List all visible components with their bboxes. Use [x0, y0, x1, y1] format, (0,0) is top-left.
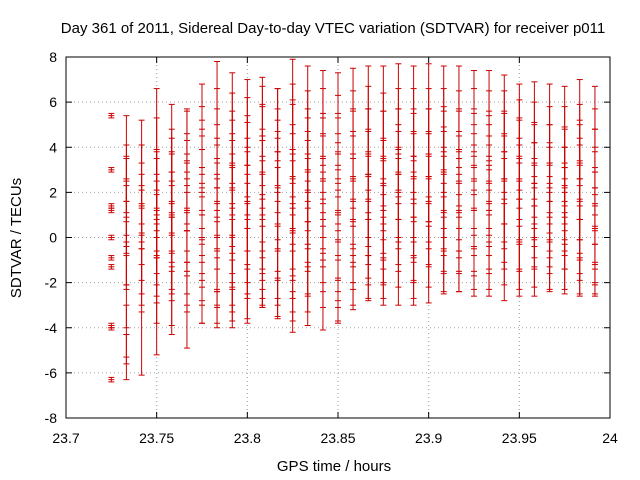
error-bar-point [138, 248, 145, 376]
error-bar-point [108, 324, 115, 331]
y-axis-label: SDTVAR / TECUs [8, 178, 25, 298]
error-bar-point [108, 234, 115, 241]
error-bar-point [455, 250, 462, 293]
error-bar-point [199, 286, 205, 324]
x-axis-label: GPS time / hours [277, 458, 391, 475]
x-tick-label: 23.75 [139, 430, 174, 446]
error-bar-point [108, 203, 115, 209]
x-tick-label: 23.9 [415, 430, 442, 446]
error-bar-point [244, 264, 251, 324]
error-bar-point [380, 259, 387, 306]
error-bar-point [274, 277, 281, 320]
error-bar-point [259, 288, 266, 308]
error-bar-point [516, 241, 523, 297]
error-bar-point [108, 376, 115, 383]
error-bar-point [319, 252, 326, 331]
error-bar-point [501, 223, 508, 302]
error-bar-point [395, 237, 402, 306]
error-bar-point [410, 255, 417, 306]
y-tick-label: -6 [45, 365, 58, 381]
y-tick-label: -4 [45, 320, 58, 336]
error-bar-point [304, 261, 311, 326]
error-bar-point [335, 291, 341, 324]
error-bar-point [561, 243, 568, 295]
error-bar-point [108, 112, 115, 119]
y-tick-label: 6 [49, 94, 57, 110]
error-bar-point [365, 255, 372, 302]
error-bar-point [108, 264, 115, 270]
error-bar-point [486, 241, 493, 297]
x-tick-label: 24 [602, 430, 618, 446]
error-bar-point [531, 237, 538, 297]
error-bar-point [471, 246, 477, 297]
y-tick-label: 4 [49, 139, 57, 155]
y-tick-label: -8 [45, 410, 58, 426]
series-error-bars [108, 58, 598, 383]
error-bar-point [123, 334, 130, 381]
error-bar-point [214, 291, 221, 324]
error-bar-point [153, 250, 160, 356]
x-tick-label: 23.95 [502, 430, 537, 446]
error-bar-point [108, 255, 115, 261]
x-tick-label: 23.8 [234, 430, 261, 446]
y-tick-labels: -8 -6 -4 -2 0 2 4 6 8 [45, 49, 58, 426]
error-bar-point [350, 255, 357, 311]
error-bar-point [546, 241, 553, 293]
y-tick-label: 2 [49, 184, 57, 200]
y-tick-label: 8 [49, 49, 57, 65]
error-bar-point [591, 268, 598, 297]
error-bar-point [183, 261, 190, 349]
plot-frame [65, 56, 611, 419]
x-tick-labels: 23.7 23.75 23.8 23.85 23.9 23.95 24 [52, 430, 618, 446]
y-tick-label: -2 [45, 275, 58, 291]
error-bar-point [168, 266, 175, 336]
error-bar-point [229, 288, 236, 322]
y-tick-label: 0 [49, 230, 57, 246]
error-bar-point [576, 252, 583, 295]
error-bar-point [108, 207, 115, 214]
error-bar-point [440, 248, 447, 295]
error-bar-point [108, 167, 115, 173]
error-bar-point [425, 225, 432, 304]
x-tick-label: 23.7 [52, 430, 79, 446]
x-tick-label: 23.85 [320, 430, 355, 446]
chart-title: Day 361 of 2011, Sidereal Day-to-day VTE… [61, 20, 605, 37]
error-bar-point [289, 291, 296, 333]
